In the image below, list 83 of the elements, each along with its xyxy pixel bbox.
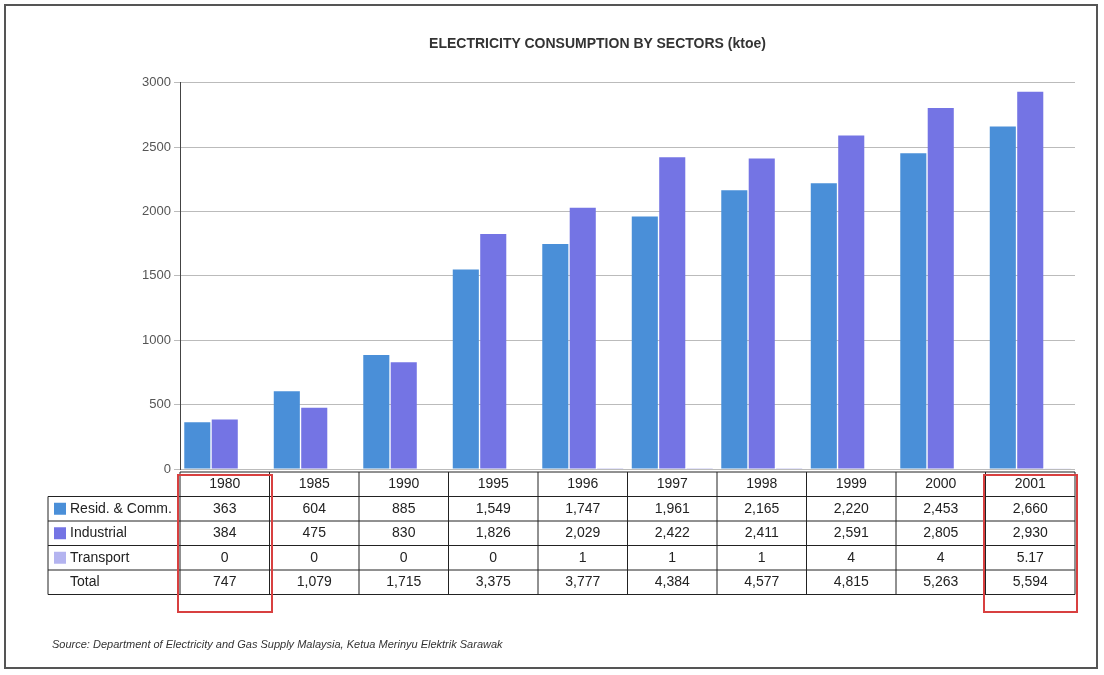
bar [211, 419, 238, 469]
data-label: 4 [936, 548, 945, 565]
data-label: 2,411 [744, 524, 779, 541]
data-label: 0 [310, 548, 319, 565]
data-label: 1,961 [654, 499, 690, 516]
bar [1017, 91, 1044, 469]
text: 3,375 [475, 573, 511, 590]
data-label: 2,453 [923, 499, 959, 516]
data-label: 2,029 [565, 524, 601, 541]
text: 1,079 [296, 573, 332, 590]
bar [721, 190, 748, 469]
source-note: Source: Department of Electricity and Gas Supply Malaysia, Ketua Merinyu Elektrik Sarawak [52, 638, 504, 651]
bar [390, 362, 417, 469]
x-tick-label: 1980 [209, 475, 241, 492]
y-tick-label: 0 [163, 460, 171, 476]
text: 3,777 [565, 573, 601, 590]
x-tick-label: 2000 [925, 475, 957, 492]
x-tick-label: 1995 [477, 475, 510, 492]
y-tick-label: 3000 [142, 74, 171, 90]
data-label: 1,826 [475, 524, 511, 541]
y-tick-label: 500 [149, 396, 171, 412]
data-label: 363 [213, 499, 237, 516]
data-label: 1 [668, 548, 677, 565]
x-tick-label: 1990 [388, 475, 420, 492]
data-label: 1 [578, 548, 587, 565]
text: 1,715 [386, 573, 422, 590]
data-label: 2,805 [923, 524, 959, 541]
bar [659, 157, 686, 469]
data-label: 0 [220, 548, 229, 565]
text: 747 [213, 573, 237, 590]
y-tick-label: 1000 [142, 331, 171, 347]
legend-label: Resid. & Comm. [70, 499, 172, 516]
data-label: 830 [392, 524, 416, 541]
data-label: 0 [489, 548, 498, 565]
y-tick-label: 2500 [142, 138, 171, 154]
text: 4,384 [654, 573, 690, 590]
data-label: 1,549 [475, 499, 511, 516]
x-tick-label: 1999 [835, 475, 868, 492]
bar [452, 269, 479, 469]
data-label: 2,591 [833, 524, 869, 541]
data-label: 1 [757, 548, 766, 565]
x-tick-label: 1998 [746, 475, 778, 492]
bar [838, 135, 865, 469]
text: 4,815 [833, 573, 869, 590]
data-label: 2,422 [654, 524, 690, 541]
bar [989, 126, 1016, 469]
x-tick-label: 1997 [656, 475, 689, 492]
text: 5,263 [923, 573, 959, 590]
y-tick-label: 2000 [142, 203, 171, 219]
bar [900, 153, 927, 469]
bar [927, 107, 954, 469]
legend-label: Industrial [70, 524, 127, 541]
x-tick-label: 1985 [298, 475, 331, 492]
bar [569, 207, 596, 469]
data-label: 384 [213, 524, 237, 541]
data-label: 604 [302, 499, 327, 516]
bar [631, 216, 658, 469]
data-label: 2,165 [744, 499, 780, 516]
bar [542, 244, 569, 469]
text: 5,594 [1012, 573, 1048, 590]
bar [810, 183, 837, 469]
data-label: 5.17 [1016, 548, 1045, 565]
bar [363, 355, 390, 469]
chart-title: ELECTRICITY CONSUMPTION BY SECTORS (ktoe) [429, 35, 766, 52]
legend-label: Transport [70, 548, 130, 565]
bar [748, 158, 775, 469]
bar [184, 422, 211, 469]
data-label: 2,660 [1012, 499, 1048, 516]
data-label: 475 [302, 524, 327, 541]
data-label: 4 [847, 548, 856, 565]
data-label: 1,747 [565, 499, 601, 516]
text: 4,577 [744, 573, 780, 590]
y-tick-label: 1500 [142, 267, 171, 283]
text: Total [70, 573, 100, 590]
data-label: 2,930 [1012, 524, 1048, 541]
x-tick-label: 2001 [1014, 475, 1047, 492]
bar [273, 391, 300, 469]
bar [301, 407, 328, 469]
data-label: 0 [399, 548, 408, 565]
bar [480, 233, 507, 469]
data-label: 2,220 [833, 499, 869, 516]
x-tick-label: 1996 [567, 475, 599, 492]
data-label: 885 [392, 499, 416, 516]
